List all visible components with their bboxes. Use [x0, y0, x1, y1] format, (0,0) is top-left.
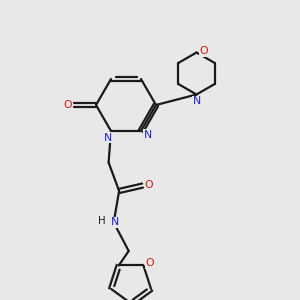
- Text: N: N: [111, 218, 119, 227]
- Text: N: N: [104, 133, 112, 142]
- Text: O: O: [145, 180, 153, 190]
- Text: O: O: [64, 100, 72, 110]
- Text: H: H: [98, 216, 105, 226]
- Text: O: O: [146, 258, 154, 268]
- Text: O: O: [200, 46, 208, 56]
- Text: N: N: [192, 96, 201, 106]
- Text: N: N: [143, 130, 152, 140]
